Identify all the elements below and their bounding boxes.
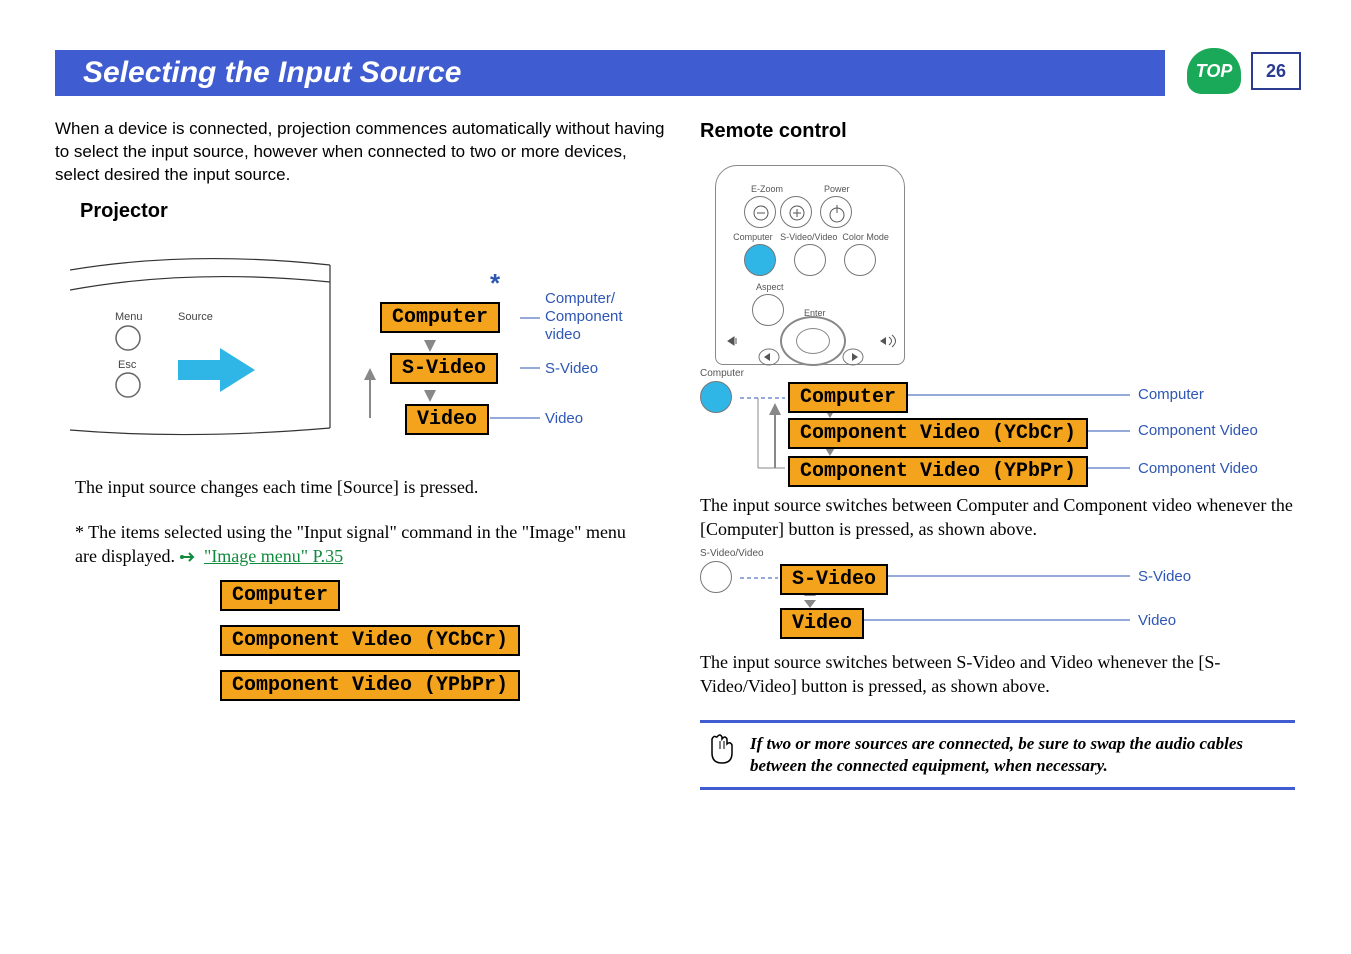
source-computer-box: Computer	[380, 302, 500, 333]
cycle1-ycbcr-label: Component Video	[1138, 422, 1258, 439]
cycle2-svideo-label: S-Video	[1138, 568, 1191, 585]
cycle2-svideo-box: S-Video	[780, 564, 888, 595]
tip-text: If two or more sources are connected, be…	[750, 733, 1289, 777]
image-menu-link[interactable]: "Image menu" P.35	[204, 546, 343, 566]
label-video: Video	[545, 410, 583, 428]
cycle1-ycbcr-box: Component Video (YCbCr)	[788, 418, 1088, 449]
top-badge-button[interactable]: TOP	[1187, 48, 1241, 94]
enter-center	[796, 328, 830, 354]
cycle2-video-box: Video	[780, 608, 864, 639]
tip-box: If two or more sources are connected, be…	[700, 720, 1295, 790]
intro-text: When a device is connected, projection c…	[55, 118, 665, 187]
list-ycbcr-box: Component Video (YCbCr)	[220, 625, 520, 656]
label-computer-component: Computer/ Component video	[545, 290, 650, 344]
aspect-btn	[752, 294, 784, 326]
svg-text:Source: Source	[178, 311, 213, 323]
label-ezoom: E-Zoom	[751, 184, 783, 194]
remote-diagram: E-Zoom Power Computer S-Video/Video Colo…	[715, 165, 935, 365]
remote-caption-2: The input source switches between S-Vide…	[700, 650, 1295, 699]
label-aspect: Aspect	[756, 282, 784, 292]
vol-down-icon	[722, 328, 748, 354]
projector-diagram: Menu Source Esc * Computer S-Video Video…	[70, 240, 650, 460]
nav-right-icon	[842, 348, 864, 366]
source-video-box: Video	[405, 404, 489, 435]
label-power: Power	[824, 184, 850, 194]
page-title: Selecting the Input Source	[83, 56, 461, 90]
list-computer-box: Computer	[220, 580, 340, 611]
pointer-hand-icon	[179, 546, 199, 570]
label-svideo: S-Video	[545, 360, 598, 378]
svg-text:Esc: Esc	[118, 359, 137, 371]
cycle1-computer-box: Computer	[788, 382, 908, 413]
remote-heading: Remote control	[700, 120, 847, 143]
projector-caption: The input source changes each time [Sour…	[75, 475, 645, 499]
cycle1-ypbpr-label: Component Video	[1138, 460, 1258, 477]
page-number: 26	[1251, 52, 1301, 90]
vol-up-icon	[874, 328, 900, 354]
remote-body: E-Zoom Power Computer S-Video/Video Colo…	[715, 165, 905, 365]
tip-hand-icon	[706, 733, 736, 769]
note-prefix: * The items selected using the "Input si…	[75, 522, 626, 566]
input-signal-list: Computer Component Video (YCbCr) Compone…	[220, 580, 520, 701]
remote-caption-1: The input source switches between Comput…	[700, 493, 1295, 542]
power-btn	[820, 196, 852, 228]
label-row2: Computer S-Video/Video Color Mode	[724, 232, 898, 242]
asterisk-mark: *	[490, 268, 500, 299]
colormode-remote-btn	[844, 244, 876, 276]
list-ypbpr-box: Component Video (YPbPr)	[220, 670, 520, 701]
projector-note: * The items selected using the "Input si…	[75, 520, 645, 571]
nav-left-icon	[758, 348, 780, 366]
source-svideo-box: S-Video	[390, 353, 498, 384]
ezoom-minus-btn	[744, 196, 776, 228]
cycle1-computer-label: Computer	[1138, 386, 1204, 403]
cycle2-video-label: Video	[1138, 612, 1176, 629]
svideo-remote-btn	[794, 244, 826, 276]
title-bar: Selecting the Input Source	[55, 50, 1165, 96]
enter-ring	[780, 316, 846, 366]
projector-heading: Projector	[80, 200, 168, 223]
cycle1-ypbpr-box: Component Video (YPbPr)	[788, 456, 1088, 487]
ezoom-plus-btn	[780, 196, 812, 228]
computer-remote-btn-hl	[744, 244, 776, 276]
svg-text:Menu: Menu	[115, 311, 143, 323]
